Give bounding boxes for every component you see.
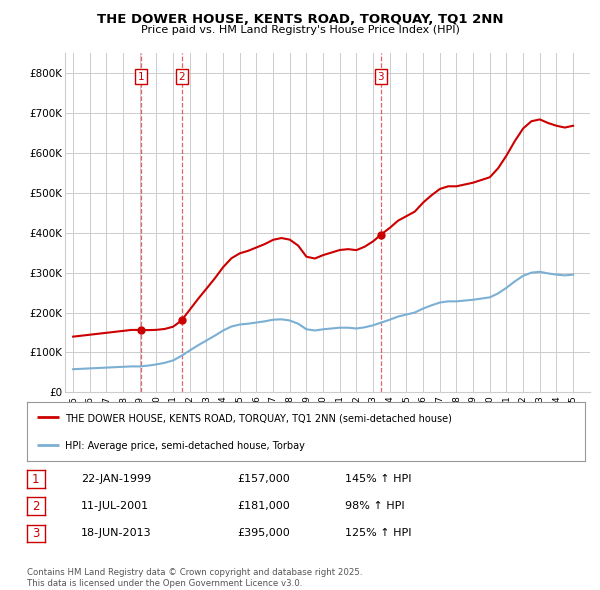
Text: 125% ↑ HPI: 125% ↑ HPI (345, 529, 412, 538)
Text: 18-JUN-2013: 18-JUN-2013 (81, 529, 152, 538)
Text: HPI: Average price, semi-detached house, Torbay: HPI: Average price, semi-detached house,… (65, 441, 305, 451)
Text: 1: 1 (137, 72, 144, 82)
Text: 2: 2 (179, 72, 185, 82)
Text: £157,000: £157,000 (237, 474, 290, 484)
Text: 3: 3 (32, 527, 40, 540)
Text: 98% ↑ HPI: 98% ↑ HPI (345, 502, 404, 511)
Text: THE DOWER HOUSE, KENTS ROAD, TORQUAY, TQ1 2NN (semi-detached house): THE DOWER HOUSE, KENTS ROAD, TORQUAY, TQ… (65, 414, 452, 423)
Text: Contains HM Land Registry data © Crown copyright and database right 2025.
This d: Contains HM Land Registry data © Crown c… (27, 568, 362, 588)
Text: 2: 2 (32, 500, 40, 513)
Text: 145% ↑ HPI: 145% ↑ HPI (345, 474, 412, 484)
Text: 3: 3 (377, 72, 384, 82)
Text: 11-JUL-2001: 11-JUL-2001 (81, 502, 149, 511)
Text: £181,000: £181,000 (237, 502, 290, 511)
Text: 1: 1 (32, 473, 40, 486)
Text: 22-JAN-1999: 22-JAN-1999 (81, 474, 151, 484)
Text: THE DOWER HOUSE, KENTS ROAD, TORQUAY, TQ1 2NN: THE DOWER HOUSE, KENTS ROAD, TORQUAY, TQ… (97, 13, 503, 26)
Text: £395,000: £395,000 (237, 529, 290, 538)
Text: Price paid vs. HM Land Registry's House Price Index (HPI): Price paid vs. HM Land Registry's House … (140, 25, 460, 35)
